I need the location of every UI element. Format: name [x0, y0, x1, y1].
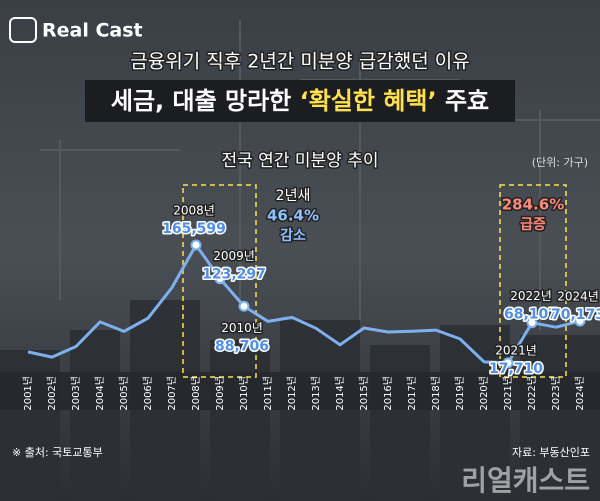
x-tick-label: 2021년 — [502, 376, 514, 411]
point-year: 2009년 — [213, 249, 255, 263]
point-year: 2008년 — [173, 204, 215, 218]
x-tick-label: 2010년 — [238, 376, 250, 411]
value-label: 165,599 — [162, 221, 226, 237]
x-tick-label: 2002년 — [46, 376, 58, 411]
x-tick-label: 2009년 — [214, 376, 226, 411]
annotation: 급증 — [520, 217, 546, 233]
x-tick-label: 2005년 — [118, 376, 130, 411]
annotation: 46.4% — [267, 207, 319, 225]
headline-part: 주효 — [445, 87, 489, 115]
point-year: 2010년 — [221, 321, 263, 335]
data-point — [238, 300, 250, 312]
x-tick-label: 2015년 — [358, 376, 370, 411]
highlight-box — [182, 184, 257, 378]
x-tick-label: 2020년 — [478, 376, 490, 411]
x-tick-label: 2019년 — [454, 376, 466, 411]
brand: Real Cast — [42, 20, 143, 42]
value-label: 70,173 — [551, 307, 600, 323]
headline-part: 세금, 대출 망라한 — [111, 87, 291, 115]
headline-top: 금융위기 직후 2년간 미분양 급감했던 이유 — [130, 51, 469, 73]
data-point — [574, 315, 586, 327]
highlight-box — [499, 184, 567, 378]
value-label: 17,710 — [489, 361, 543, 377]
point-year: 2024년 — [557, 290, 599, 304]
unit: (단위: 가구) — [532, 156, 588, 169]
x-tick-label: 2007년 — [166, 376, 178, 411]
data-point — [190, 239, 202, 251]
x-tick-label: 2008년 — [190, 376, 202, 411]
annotation: 2년새 — [276, 188, 311, 204]
x-tick-label: 2022년 — [526, 376, 538, 411]
x-tick-label: 2006년 — [142, 376, 154, 411]
x-tick-label: 2023년 — [550, 376, 562, 411]
chart-title: 전국 연간 미분양 추이 — [222, 151, 379, 171]
x-tick-label: 2001년 — [22, 376, 34, 411]
point-year: 2021년 — [495, 343, 537, 357]
data-point — [502, 357, 514, 369]
credit: 자료: 부동산인포 — [512, 446, 590, 459]
value-label: 68,107 — [504, 307, 558, 323]
watermark: 리얼캐스트 — [461, 464, 590, 497]
source: ※ 출처: 국토교통부 — [12, 446, 103, 459]
x-tick-label: 2018년 — [430, 376, 442, 411]
x-tick-label: 2016년 — [382, 376, 394, 411]
x-tick-label: 2024년 — [574, 376, 586, 411]
axis-band — [0, 372, 600, 410]
x-tick-label: 2013년 — [310, 376, 322, 411]
x-tick-label: 2017년 — [406, 376, 418, 411]
x-tick-label: 2012년 — [286, 376, 298, 411]
value-label: 88,706 — [215, 338, 269, 354]
annotation: 감소 — [280, 227, 306, 244]
data-point — [214, 273, 226, 285]
x-tick-label: 2004년 — [94, 376, 106, 411]
headline-box — [85, 80, 515, 122]
x-tick-label: 2011년 — [262, 376, 274, 411]
headline-highlight: ‘확실한 혜택’ — [300, 87, 437, 115]
x-tick-label: 2014년 — [334, 376, 346, 411]
x-tick-label: 2003년 — [70, 376, 82, 411]
annotation: 284.6% — [502, 196, 564, 214]
data-line — [27, 243, 581, 365]
point-year: 2022년 — [510, 289, 552, 303]
headline-main: 세금, 대출 망라한 ‘확실한 혜택’ 주효 — [111, 87, 489, 115]
value-label: 123,297 — [202, 267, 266, 283]
logo-icon — [9, 17, 37, 43]
data-point — [526, 317, 538, 329]
